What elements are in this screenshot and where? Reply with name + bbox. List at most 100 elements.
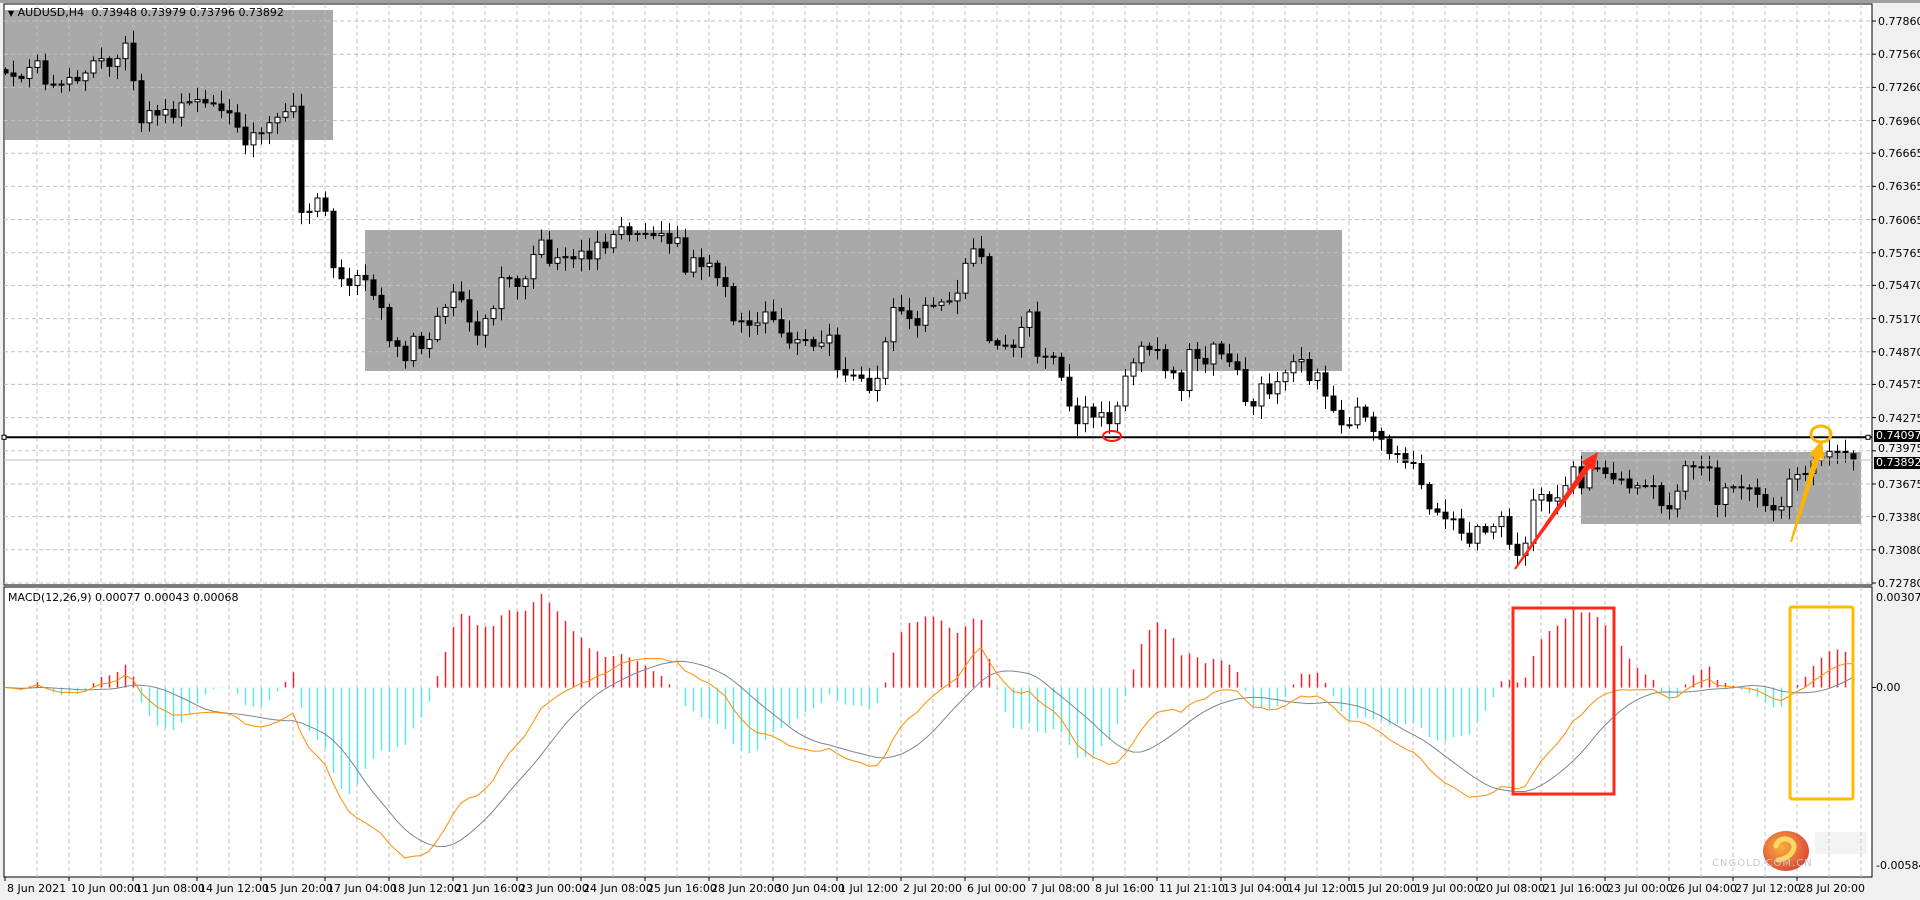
time-axis-label: 13 Jul 04:00 [1223,882,1289,895]
time-axis-label: 20 Jul 08:00 [1479,882,1545,895]
bear-candle-body [1402,453,1409,463]
bear-candle-body [1434,508,1441,513]
candle [290,93,297,118]
time-axis-label: 27 Jul 12:00 [1735,882,1801,895]
bear-candle-body [1322,372,1329,397]
time-axis-label: 8 Jun 2021 [7,882,67,895]
bull-candle-body [1474,526,1481,544]
bull-candle-body [1354,406,1361,426]
candle [418,332,425,355]
candle [306,203,313,224]
bear-candle-body [1242,368,1249,403]
candle [1778,496,1785,519]
bull-candle-body [498,277,505,310]
bull-candle-body [594,241,601,260]
candle [882,337,889,385]
bull-candle-body [1530,499,1537,544]
bull-candle-body [178,102,185,118]
candle [714,260,721,286]
candle [1050,351,1057,365]
bull-candle-body [634,232,641,236]
candle [698,248,705,280]
candle [1026,309,1033,337]
bull-candle-body [1026,311,1033,328]
candle [186,93,193,106]
bull-candle-body [58,83,65,86]
candle [1698,455,1705,476]
bull-candle-body [794,339,801,344]
bear-candle-body [1418,463,1425,486]
candle [58,80,65,93]
candle [1674,484,1681,518]
bear-candle-body [1162,349,1169,372]
window-top-border [0,0,1920,3]
candle [1130,358,1137,386]
bear-candle-body [730,286,737,322]
bear-candle-body [682,237,689,273]
bear-candle-body [106,58,113,67]
triangle-down-icon[interactable]: ▼ [8,9,15,18]
bear-candle-body [418,335,425,349]
bull-candle-body [1186,349,1193,392]
candle [1058,352,1065,382]
candle [1234,353,1241,376]
bull-candle-body [690,257,697,273]
candle [1322,365,1329,410]
bull-candle-body [538,239,545,255]
candle [666,223,673,254]
bull-candle-body [98,58,105,62]
candle [1458,508,1465,541]
consolidation-zone-2 [365,230,1342,371]
candle [26,59,33,88]
bear-candle-body [1330,395,1337,411]
bull-candle-body [1698,466,1705,469]
bear-candle-body [1338,409,1345,426]
candle [1386,434,1393,461]
candle [394,337,401,358]
candle [1610,462,1617,485]
candle [1786,468,1793,520]
bull-candle-body [186,101,193,104]
bear-candle-body [394,340,401,347]
candle [954,279,961,315]
bull-candle-body [1018,326,1025,348]
time-axis-label: 11 Jun 08:00 [135,882,205,895]
candle [826,323,833,356]
candle [466,289,473,332]
red-arrow [1514,452,1598,570]
bull-candle-body [122,42,129,60]
bull-candle-body [1674,490,1681,510]
candle [114,54,121,80]
candle [1106,401,1113,434]
bull-candle-body [1802,472,1809,476]
time-axis-label: 14 Jul 12:00 [1287,882,1353,895]
bear-candle-body [298,105,305,213]
candle [66,67,73,92]
bear-candle-body [866,377,873,392]
bear-candle-body [378,294,385,309]
candle [962,258,969,300]
bear-candle-body [506,277,513,280]
bear-candle-body [322,197,329,212]
candle [602,233,609,254]
candle [842,357,849,383]
time-axis-label: 8 Jul 16:00 [1095,882,1154,895]
time-axis-label: 14 Jun 12:00 [199,882,269,895]
bear-candle-body [1218,343,1225,355]
candle [482,314,489,348]
candle [1154,337,1161,360]
bull-candle-body [1730,486,1737,489]
bull-candle-body [1274,381,1281,395]
candle [50,74,57,89]
bull-candle-body [1538,493,1545,501]
bull-candle-body [306,210,313,213]
candle [818,330,825,349]
bear-candle-body [834,334,841,370]
bear-candle-body [1706,466,1713,469]
time-axis-label: 18 Jun 12:00 [391,882,461,895]
price-axis-label: 0.76065 [1878,213,1920,227]
candle [1466,521,1473,548]
candle [370,274,377,301]
candle [1170,366,1177,380]
candle [986,253,993,344]
